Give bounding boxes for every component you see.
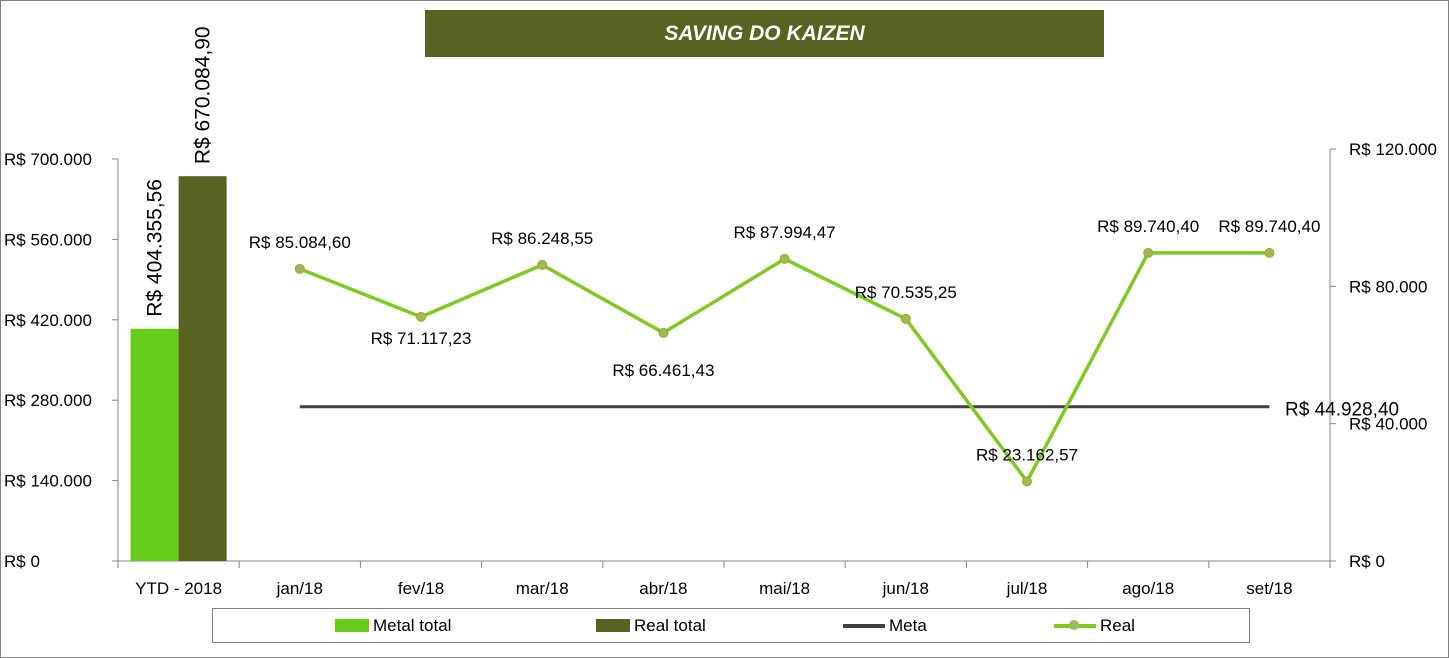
left-axis-tick-label: R$ 0 bbox=[4, 552, 40, 571]
x-axis-tick-label: fev/18 bbox=[398, 579, 444, 598]
left-axis-tick-label: R$ 420.000 bbox=[4, 311, 92, 330]
legend-label-real-total: Real total bbox=[634, 615, 706, 635]
right-axis-tick-label: R$ 40.000 bbox=[1349, 415, 1427, 434]
bar-label-real-total: R$ 670.084,90 bbox=[192, 26, 215, 164]
real-data-label: R$ 23.162,57 bbox=[976, 445, 1078, 464]
legend-swatch-meta bbox=[843, 619, 885, 633]
x-axis-tick-label: jul/18 bbox=[1006, 579, 1048, 598]
legend-label-real: Real bbox=[1100, 615, 1135, 635]
real-data-label: R$ 89.740,40 bbox=[1097, 217, 1199, 236]
legend-item-meta: Meta bbox=[843, 609, 927, 642]
real-point bbox=[1264, 247, 1275, 258]
x-axis-tick-label: set/18 bbox=[1246, 579, 1292, 598]
x-axis-tick-label: mai/18 bbox=[759, 579, 810, 598]
left-axis-tick-label: R$ 700.000 bbox=[4, 150, 92, 169]
real-data-label: R$ 87.994,47 bbox=[734, 223, 836, 242]
bar-label-metal-total: R$ 404.355,56 bbox=[144, 179, 167, 317]
right-axis-tick-label: R$ 0 bbox=[1349, 552, 1385, 571]
bar-real-total bbox=[178, 176, 227, 561]
legend-item-real-total: Real total bbox=[596, 609, 706, 642]
x-axis-tick-label: YTD - 2018 bbox=[135, 579, 222, 598]
x-axis-tick-label: jun/18 bbox=[882, 579, 929, 598]
real-data-label: R$ 66.461,43 bbox=[612, 361, 714, 380]
legend-item-real: Real bbox=[1054, 609, 1135, 642]
legend-label-metal-total: Metal total bbox=[373, 615, 452, 635]
bar-metal-total bbox=[130, 328, 179, 561]
left-axis-tick-label: R$ 140.000 bbox=[4, 472, 92, 491]
legend-label-meta: Meta bbox=[889, 615, 927, 635]
real-point bbox=[537, 259, 548, 270]
legend-swatch-real bbox=[1054, 619, 1096, 633]
legend-swatch-metal-total bbox=[335, 619, 369, 632]
real-data-label: R$ 85.084,60 bbox=[249, 233, 351, 252]
chart-legend: Metal total Real total Meta Real bbox=[212, 608, 1250, 643]
left-axis-tick-label: R$ 560.000 bbox=[4, 230, 92, 249]
legend-item-metal-total: Metal total bbox=[335, 609, 451, 642]
right-axis-tick-label: R$ 120.000 bbox=[1349, 140, 1437, 159]
right-axis-tick-label: R$ 80.000 bbox=[1349, 277, 1427, 296]
x-axis-tick-label: jan/18 bbox=[276, 579, 323, 598]
real-data-label: R$ 86.248,55 bbox=[491, 229, 593, 248]
legend-swatch-real-total bbox=[596, 619, 630, 632]
real-data-label: R$ 89.740,40 bbox=[1218, 217, 1320, 236]
real-point bbox=[416, 311, 426, 322]
real-point bbox=[900, 313, 911, 324]
x-axis-tick-label: abr/18 bbox=[639, 579, 687, 598]
chart-title-banner: SAVING DO KAIZEN bbox=[425, 10, 1104, 57]
real-data-label: R$ 71.117,23 bbox=[371, 329, 472, 348]
chart-title: SAVING DO KAIZEN bbox=[664, 21, 865, 45]
x-axis-tick-label: mar/18 bbox=[516, 579, 569, 598]
x-axis-tick-label: ago/18 bbox=[1122, 579, 1174, 598]
real-point bbox=[1022, 476, 1032, 487]
left-axis-tick-label: R$ 280.000 bbox=[4, 391, 92, 410]
real-point bbox=[779, 253, 790, 264]
meta-label: R$ 44.928,40 bbox=[1285, 400, 1399, 421]
real-point bbox=[658, 327, 669, 338]
real-line bbox=[299, 251, 1270, 484]
real-data-label: R$ 70.535,25 bbox=[855, 283, 957, 302]
real-point bbox=[294, 263, 305, 274]
real-point bbox=[1143, 247, 1154, 258]
